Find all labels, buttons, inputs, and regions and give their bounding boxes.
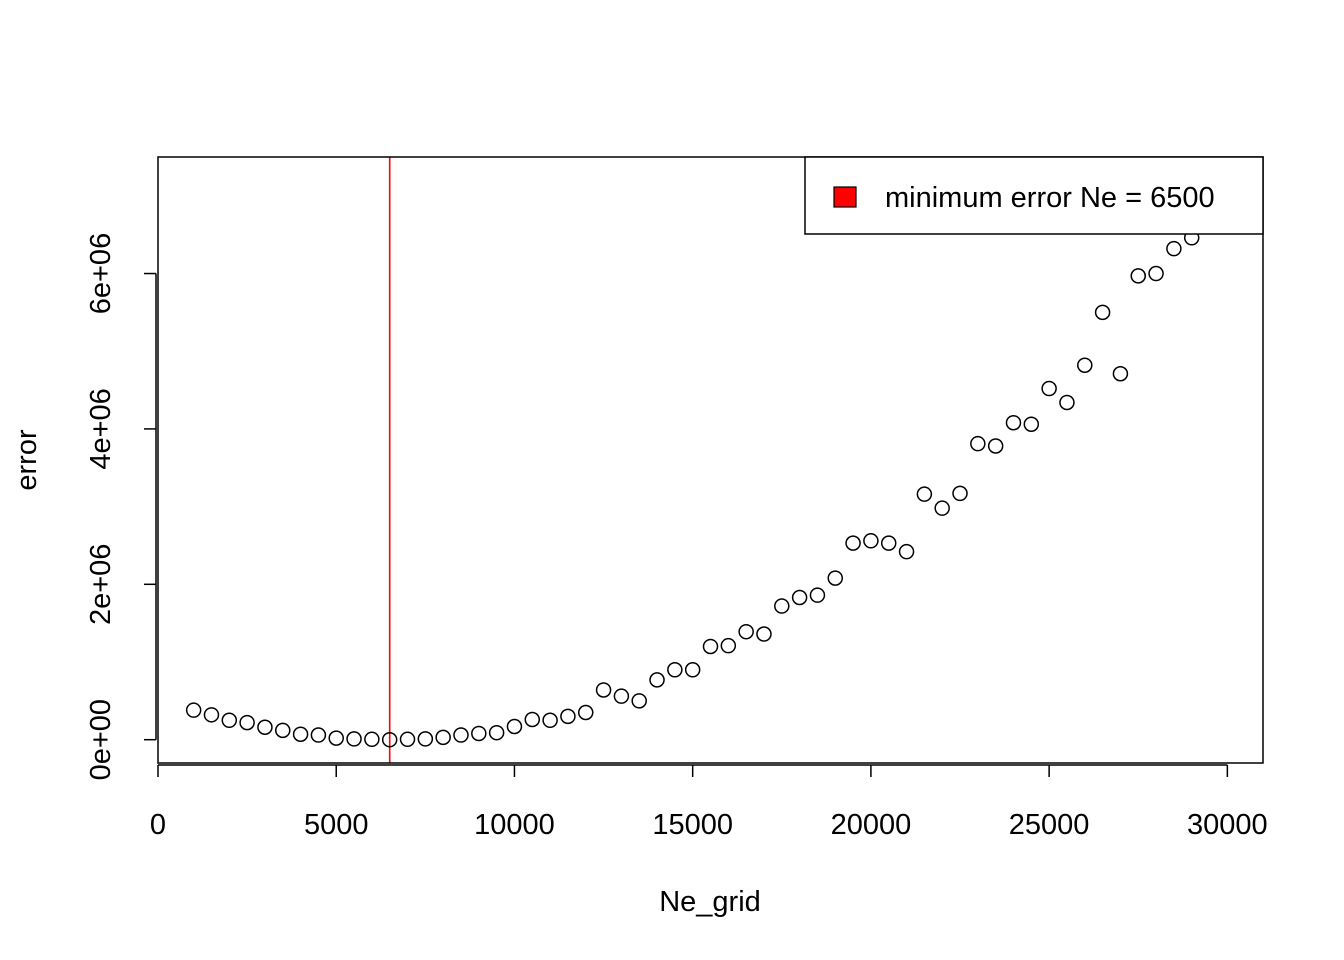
data-point	[756, 626, 772, 642]
data-point	[488, 724, 505, 741]
data-point	[934, 500, 950, 516]
data-point	[364, 731, 380, 748]
data-point	[1130, 268, 1146, 284]
data-point	[970, 435, 986, 452]
data-point	[1094, 304, 1111, 321]
legend: minimum error Ne = 6500	[804, 156, 1264, 235]
data-point	[239, 714, 255, 731]
x-tick-label: 30000	[1187, 809, 1268, 841]
data-point	[257, 719, 273, 736]
data-point	[1112, 366, 1129, 382]
data-point	[809, 587, 826, 603]
data-point	[916, 486, 933, 502]
data-point	[577, 704, 594, 721]
data-point	[952, 485, 968, 502]
data-point	[631, 693, 647, 709]
data-point	[453, 727, 469, 743]
data-point	[185, 702, 202, 718]
y-tick-label: 2e+06	[85, 544, 117, 625]
y-tick-label: 4e+06	[85, 388, 117, 469]
data-point	[613, 688, 630, 704]
data-point	[1077, 357, 1093, 373]
plot-frame	[157, 156, 1264, 764]
data-point	[542, 712, 558, 729]
data-point	[738, 623, 754, 640]
data-point	[827, 570, 844, 586]
x-tick-label: 0	[150, 809, 166, 841]
data-point	[845, 535, 861, 551]
x-tick-label: 5000	[304, 809, 369, 841]
data-point	[774, 598, 790, 614]
legend-box	[804, 156, 1264, 235]
x-tick-label: 25000	[1009, 809, 1090, 841]
data-point	[435, 729, 451, 746]
data-point	[702, 638, 719, 655]
data-point	[471, 725, 487, 742]
data-point	[684, 662, 701, 678]
data-point	[898, 543, 915, 560]
data-point	[667, 662, 683, 678]
data-point	[987, 438, 1004, 454]
y-axis-label: error	[11, 429, 43, 491]
data-point	[328, 730, 344, 746]
x-tick-label: 15000	[652, 809, 733, 841]
data-point	[595, 682, 612, 698]
data-point	[292, 726, 309, 743]
data-point	[863, 533, 879, 549]
data-point	[1059, 394, 1075, 411]
data-point	[791, 589, 808, 606]
data-point	[221, 712, 238, 729]
data-point	[346, 731, 362, 747]
y-axis: 0e+00 2e+06 4e+06 6e+06	[85, 233, 157, 780]
data-point	[880, 535, 897, 551]
data-point	[381, 731, 398, 748]
data-point	[310, 727, 327, 743]
data-point	[275, 722, 291, 739]
y-tick-label: 6e+06	[85, 233, 117, 314]
x-tick-label: 10000	[474, 809, 555, 841]
x-axis: 0 5000 10000 15000 20000 25000 30000	[150, 764, 1268, 841]
data-point	[1166, 240, 1182, 257]
data-point	[524, 711, 541, 728]
data-point	[1041, 380, 1057, 397]
data-point	[1023, 416, 1040, 433]
data-point	[506, 718, 523, 735]
data-point	[649, 672, 665, 688]
data-point	[399, 731, 416, 748]
x-tick-label: 20000	[831, 809, 912, 841]
y-tick-label: 0e+00	[85, 699, 117, 780]
legend-label: minimum error Ne = 6500	[885, 182, 1215, 214]
data-point	[560, 708, 576, 725]
data-point	[417, 731, 434, 747]
data-point	[1148, 265, 1164, 282]
data-point	[1005, 414, 1022, 431]
data-point	[203, 707, 220, 723]
x-axis-label: Ne_grid	[659, 886, 761, 918]
data-point	[720, 637, 737, 654]
legend-swatch	[833, 186, 857, 208]
